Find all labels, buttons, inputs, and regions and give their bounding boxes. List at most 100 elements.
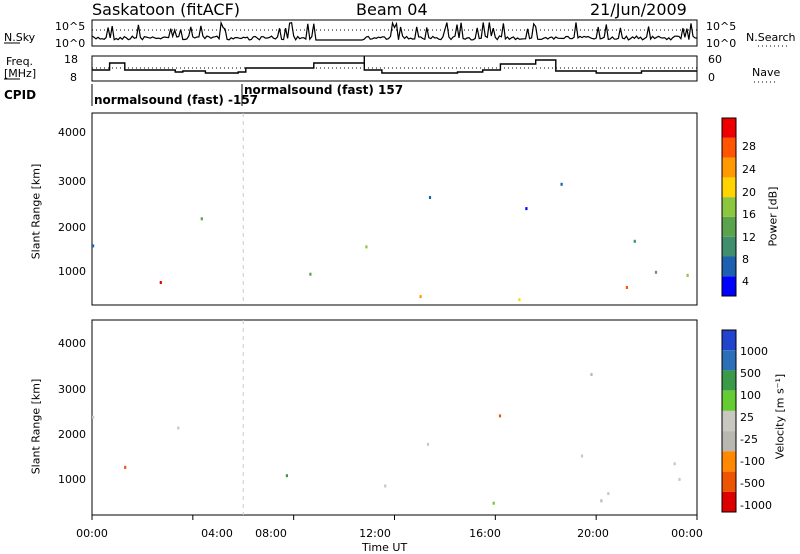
- freq-series: [92, 56, 697, 74]
- power-cell: [159, 281, 162, 284]
- power-colorbar-swatch: [722, 137, 736, 158]
- velocity-cb-tick-m25: -25: [740, 433, 758, 446]
- velocity-cell: [124, 465, 127, 469]
- nsky-tick-bottom: 10^0: [55, 37, 86, 50]
- power-cell: [200, 217, 203, 221]
- power-colorbar-swatch: [722, 197, 736, 217]
- power-colorbar-swatch: [722, 157, 736, 178]
- power-ytick-1000: 1000: [58, 265, 86, 278]
- xtick-3: 12:00: [359, 527, 391, 540]
- power-cell: [428, 196, 432, 199]
- velocity-cell: [607, 492, 610, 496]
- nsky-series: [91, 20, 698, 42]
- velocity-cb-tick-1000: 1000: [740, 345, 768, 358]
- power-cb-tick-4: 4: [742, 275, 749, 288]
- nsky-label: N.Sky: [4, 31, 36, 44]
- power-cb-tick-28: 28: [742, 140, 756, 153]
- velocity-colorbar-swatch: [722, 350, 736, 371]
- power-colorbar-swatch: [722, 256, 736, 277]
- velocity-cb-tick-m500: -500: [740, 477, 765, 490]
- power-cell: [525, 207, 528, 211]
- velocity-colorbar-swatch: [722, 330, 736, 351]
- nsearch-tick-bottom: 10^0: [706, 37, 737, 50]
- velocity-panel-frame: [91, 319, 698, 516]
- velocity-cb-tick-m100: -100: [740, 455, 765, 468]
- power-cell: [419, 295, 422, 299]
- velocity-ytick-3000: 3000: [58, 383, 86, 396]
- cpid-segment-1: normalsound (fast) -157: [94, 93, 259, 107]
- power-cb-tick-8: 8: [742, 253, 749, 266]
- power-colorbar-swatch: [722, 216, 736, 237]
- power-cell: [92, 244, 95, 248]
- xtick-5: 20:00: [577, 527, 609, 540]
- velocity-cell: [590, 373, 593, 376]
- power-cb-tick-16: 16: [742, 208, 756, 221]
- xaxis-label: Time UT: [362, 541, 408, 554]
- velocity-cell: [92, 415, 95, 419]
- velocity-cell: [580, 454, 584, 458]
- xtick-2: 08:00: [255, 527, 287, 540]
- power-colorbar-swatch: [722, 177, 736, 198]
- freq-panel-frame: [91, 55, 698, 82]
- nsky-panel-frame: [91, 19, 698, 47]
- freq-tick-bottom: 8: [70, 71, 77, 84]
- power-colorbar-swatch: [722, 236, 736, 257]
- power-cb-tick-24: 24: [742, 163, 756, 176]
- velocity-cell: [498, 414, 502, 418]
- velocity-cb-tick-m1000: -1000: [740, 499, 772, 512]
- freq-label-2: [MHz]: [4, 67, 37, 80]
- power-cb-tick-12: 12: [742, 231, 756, 244]
- freq-label-1: Freq.: [6, 55, 34, 68]
- velocity-colorbar-swatch: [722, 410, 736, 432]
- power-colorbar-swatch: [722, 276, 736, 296]
- velocity-cell: [177, 426, 180, 430]
- power-cell: [686, 273, 689, 277]
- power-cell: [309, 272, 312, 276]
- velocity-cell: [285, 474, 288, 478]
- date-title: 21/Jun/2009: [590, 0, 687, 19]
- velocity-colorbar-swatch: [722, 370, 736, 391]
- velocity-colorbar-swatch: [722, 451, 736, 472]
- nave-label: Nave: [752, 66, 781, 79]
- power-colorbar-frame: [721, 117, 737, 297]
- velocity-colorbar-swatch: [722, 491, 736, 512]
- velocity-cell: [492, 501, 495, 505]
- xtick-0: 00:00: [76, 527, 108, 540]
- velocity-cb-tick-500: 500: [740, 367, 761, 380]
- power-cell: [625, 286, 628, 289]
- velocity-ytick-4000: 4000: [58, 337, 86, 350]
- power-cell: [633, 239, 636, 243]
- velocity-cb-tick-100: 100: [740, 389, 761, 402]
- xtick-6: 00:00: [671, 527, 703, 540]
- velocity-colorbar-swatch: [722, 431, 736, 452]
- velocity-cb-tick-25: 25: [740, 411, 754, 424]
- power-ytick-4000: 4000: [58, 126, 86, 139]
- velocity-colorbar-frame: [721, 329, 737, 513]
- power-ytick-3000: 3000: [58, 175, 86, 188]
- velocity-cell: [678, 477, 681, 481]
- velocity-ytick-2000: 2000: [58, 428, 86, 441]
- velocity-cell: [426, 442, 430, 446]
- power-cell: [560, 182, 563, 186]
- velocity-ytick-1000: 1000: [58, 473, 86, 486]
- nave-tick-bottom: 0: [708, 71, 715, 84]
- power-cell: [654, 270, 658, 274]
- nsearch-label: N.Search: [746, 31, 796, 44]
- power-cell: [365, 245, 368, 249]
- cpid-label: CPID: [4, 88, 37, 102]
- velocity-colorbar-swatch: [722, 390, 736, 411]
- xtick-4: 16:00: [469, 527, 501, 540]
- beam-title: Beam 04: [356, 0, 428, 19]
- xtick-1: 04:00: [201, 527, 233, 540]
- velocity-cell: [384, 484, 387, 488]
- station-title: Saskatoon (fitACF): [92, 0, 241, 19]
- power-ytick-2000: 2000: [58, 221, 86, 234]
- nsky-tick-top: 10^5: [55, 20, 86, 33]
- velocity-colorbar-swatch: [722, 471, 736, 492]
- power-cb-tick-20: 20: [742, 186, 756, 199]
- cpid-segment-2: normalsound (fast) 157: [244, 83, 404, 97]
- freq-tick-top: 18: [64, 53, 78, 66]
- velocity-cell: [673, 462, 676, 466]
- nsearch-tick-top: 10^5: [706, 20, 737, 33]
